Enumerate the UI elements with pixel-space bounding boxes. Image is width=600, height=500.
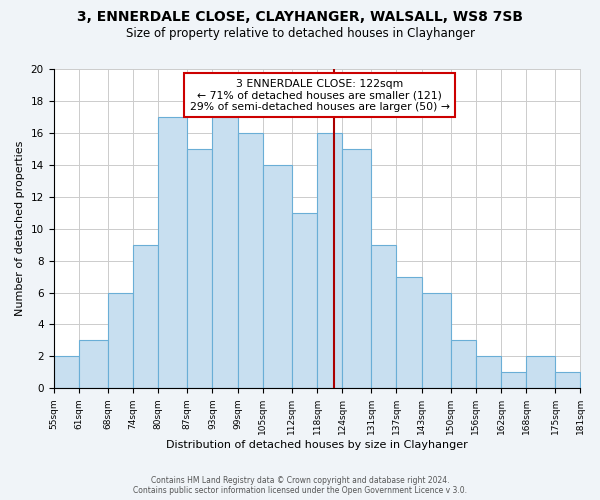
Bar <box>238 133 263 388</box>
Bar <box>476 356 501 388</box>
Y-axis label: Number of detached properties: Number of detached properties <box>15 141 25 316</box>
Bar <box>79 340 108 388</box>
Bar <box>108 292 133 388</box>
Bar <box>158 117 187 388</box>
Bar <box>133 244 158 388</box>
Bar <box>187 149 212 388</box>
Bar <box>317 133 342 388</box>
Bar <box>422 292 451 388</box>
Bar <box>342 149 371 388</box>
Text: Contains HM Land Registry data © Crown copyright and database right 2024.
Contai: Contains HM Land Registry data © Crown c… <box>133 476 467 495</box>
Text: 3, ENNERDALE CLOSE, CLAYHANGER, WALSALL, WS8 7SB: 3, ENNERDALE CLOSE, CLAYHANGER, WALSALL,… <box>77 10 523 24</box>
Bar <box>292 212 317 388</box>
Bar <box>371 244 397 388</box>
Bar <box>263 165 292 388</box>
Bar <box>212 117 238 388</box>
Text: 3 ENNERDALE CLOSE: 122sqm
← 71% of detached houses are smaller (121)
29% of semi: 3 ENNERDALE CLOSE: 122sqm ← 71% of detac… <box>190 78 449 112</box>
Bar <box>53 356 79 388</box>
Bar <box>526 356 556 388</box>
Bar <box>501 372 526 388</box>
Bar <box>397 276 422 388</box>
Bar <box>556 372 580 388</box>
Bar <box>451 340 476 388</box>
X-axis label: Distribution of detached houses by size in Clayhanger: Distribution of detached houses by size … <box>166 440 468 450</box>
Text: Size of property relative to detached houses in Clayhanger: Size of property relative to detached ho… <box>125 28 475 40</box>
